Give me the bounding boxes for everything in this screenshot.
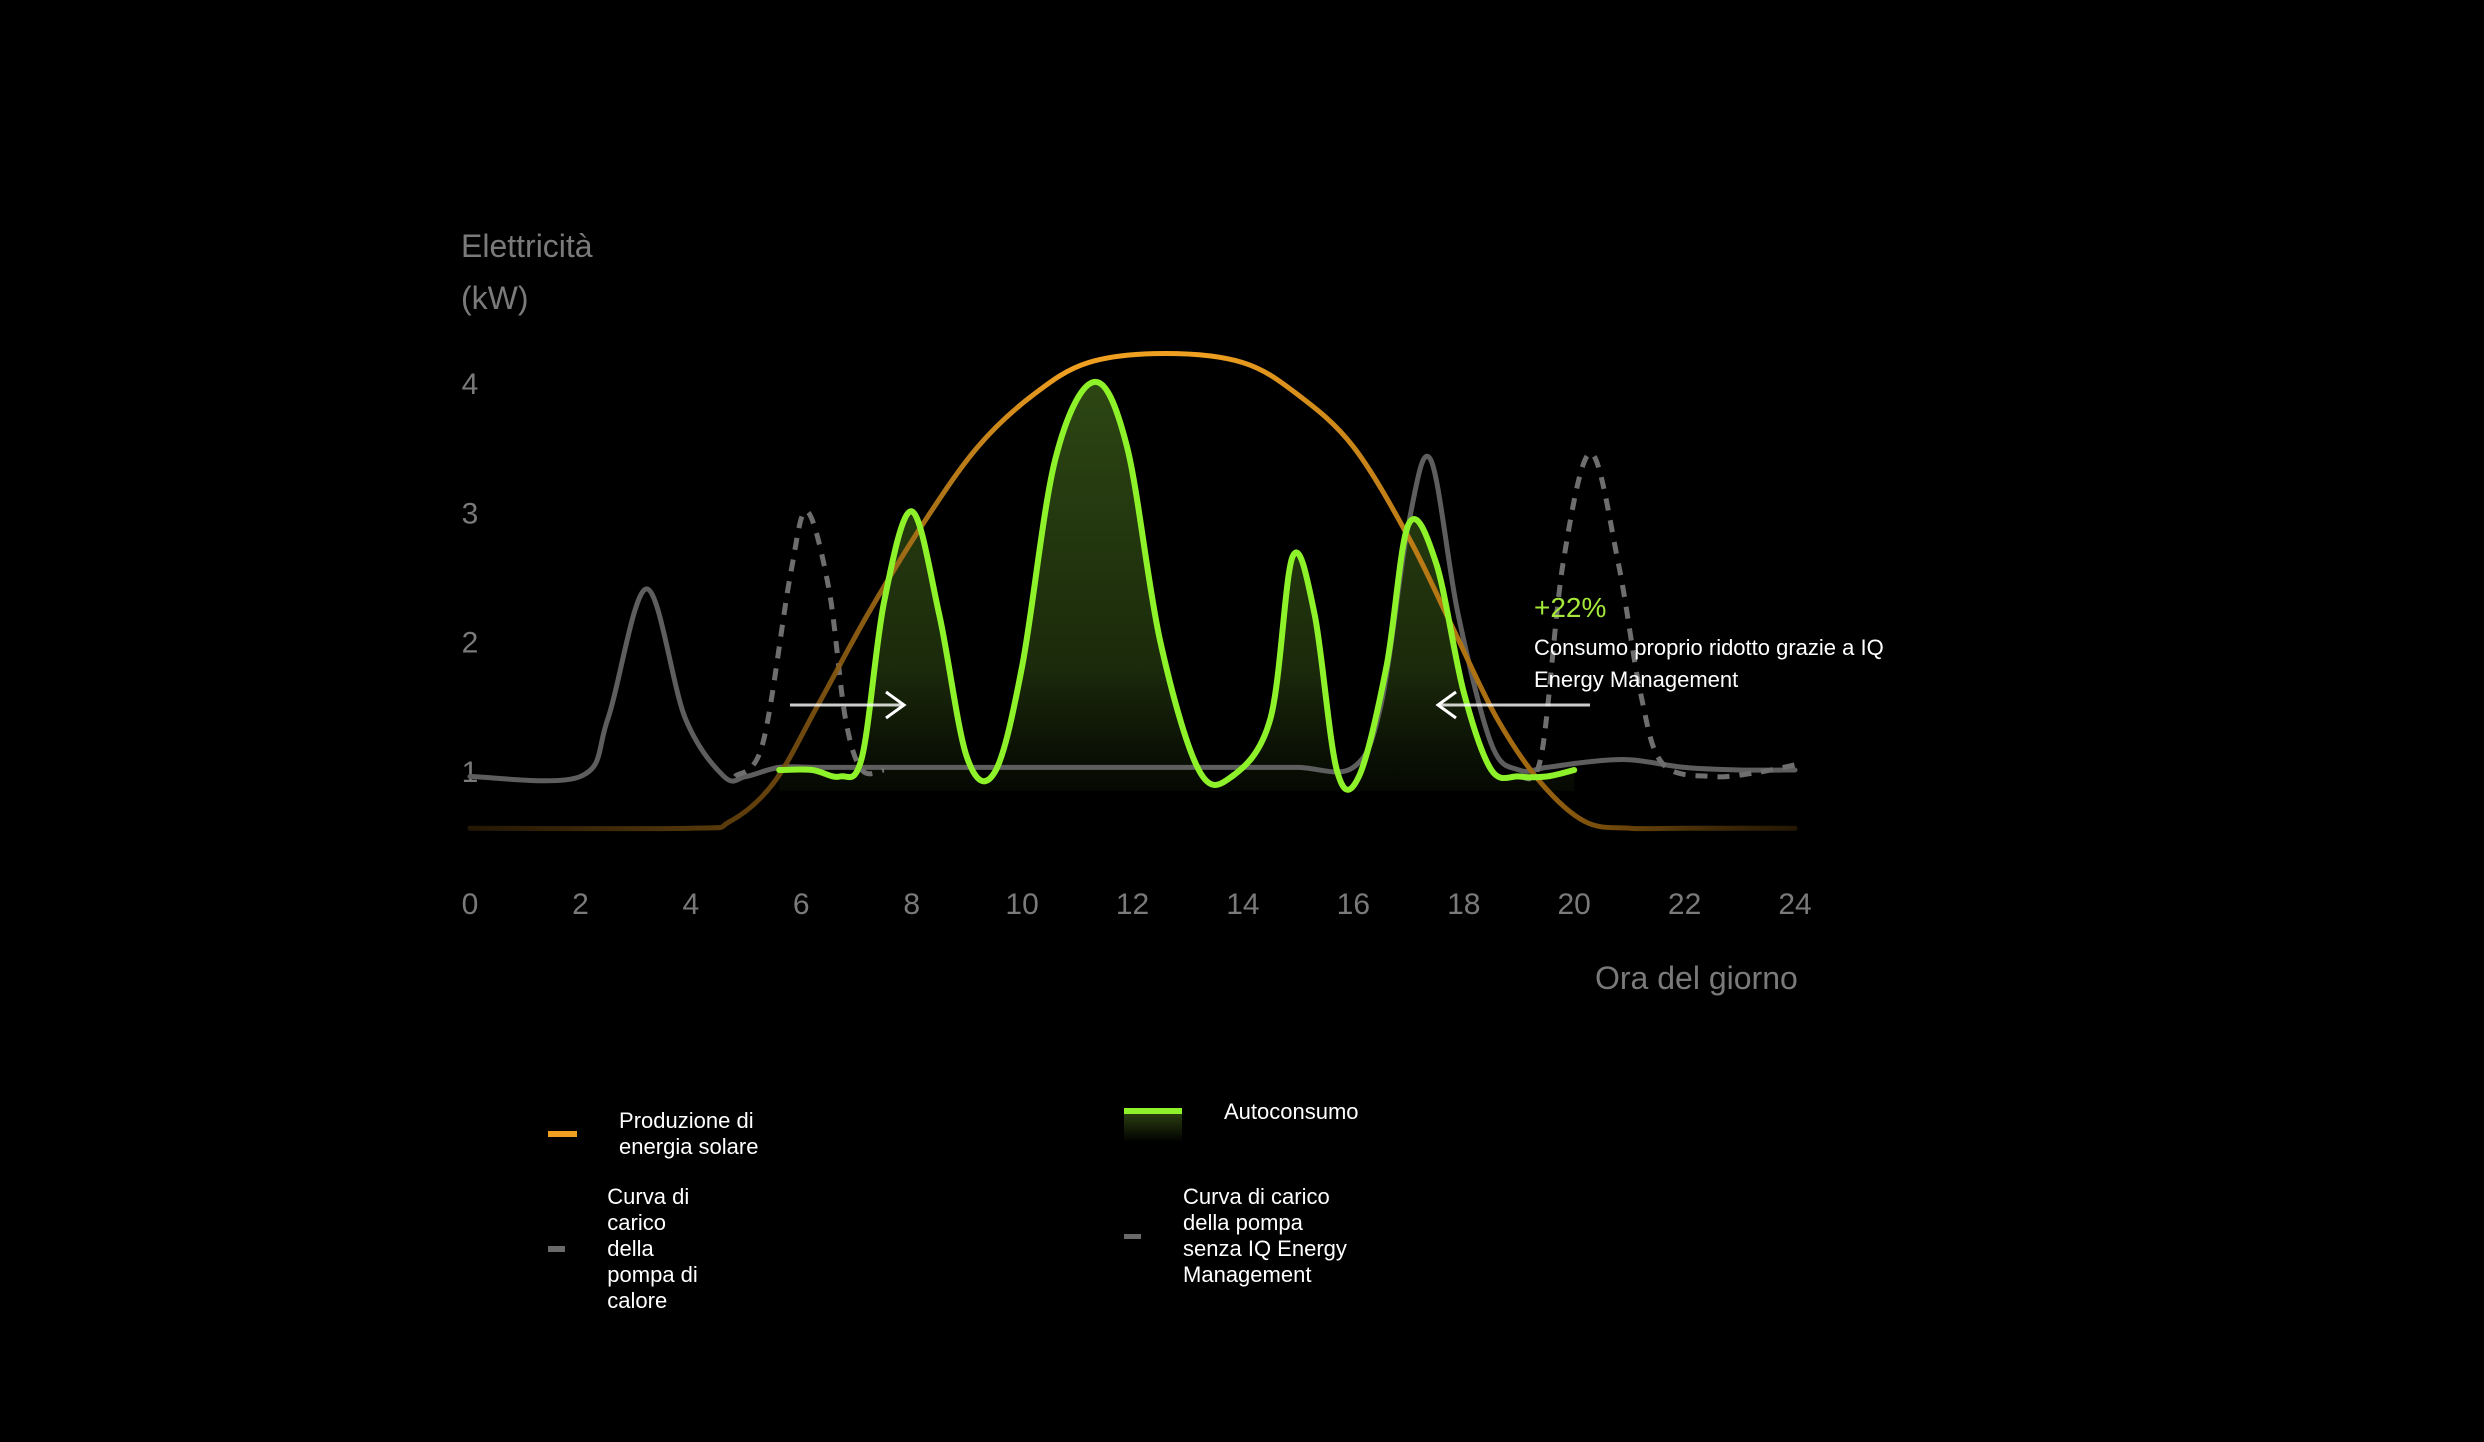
x-tick-2: 2 bbox=[572, 888, 589, 921]
legend-item-heat-pump-dashed: Curva di carico della pompa senza IQ Ene… bbox=[1124, 1184, 1352, 1288]
annotation-text: Consumo proprio ridotto grazie a IQ Ener… bbox=[1534, 635, 1884, 692]
x-axis-ticks: 0 2 4 6 8 10 12 14 16 18 20 22 24 bbox=[462, 888, 1812, 921]
series-layer bbox=[467, 350, 1798, 832]
x-tick-18: 18 bbox=[1447, 888, 1480, 921]
series-heat-pump-dashed-line-1 bbox=[733, 508, 885, 779]
y-tick-2: 2 bbox=[462, 627, 479, 660]
arrow-left-head bbox=[1435, 690, 1457, 720]
x-tick-20: 20 bbox=[1557, 888, 1590, 921]
y-axis-label-line1: Elettricità bbox=[461, 228, 593, 264]
x-tick-14: 14 bbox=[1226, 888, 1259, 921]
y-tick-4: 4 bbox=[462, 368, 479, 401]
y-axis-label-line2: (kW) bbox=[461, 280, 529, 316]
legend-label-autoconsumo: Autoconsumo bbox=[1224, 1099, 1359, 1124]
x-tick-24: 24 bbox=[1778, 888, 1811, 921]
legend-item-heat-pump: Curva di carico della pompa di calore bbox=[548, 1184, 715, 1314]
x-tick-4: 4 bbox=[682, 888, 699, 921]
legend-swatch-heat-pump bbox=[548, 1246, 566, 1252]
legend-label-heat-pump-dashed: Curva di carico della pompa senza IQ Ene… bbox=[1183, 1184, 1347, 1287]
y-tick-1: 1 bbox=[462, 756, 479, 789]
legend-item-autoconsumo: Autoconsumo bbox=[1124, 1082, 1359, 1142]
legend-swatch-autoconsumo bbox=[1124, 1108, 1182, 1142]
legend-item-solar: Produzione di energia solare bbox=[548, 1108, 759, 1160]
x-tick-8: 8 bbox=[903, 888, 920, 921]
y-axis-label: Elettricità (kW) bbox=[461, 220, 593, 324]
x-tick-0: 0 bbox=[462, 888, 479, 921]
series-heat-pump-dashed-line-2 bbox=[1517, 450, 1796, 782]
legend-label-solar: Produzione di energia solare bbox=[619, 1108, 759, 1159]
arrow-right-head bbox=[885, 690, 907, 720]
legend-swatch-heat-pump-dashed bbox=[1124, 1233, 1142, 1239]
x-axis-label: Ora del giorno bbox=[1595, 960, 1798, 996]
y-tick-3: 3 bbox=[462, 497, 479, 530]
series-autoconsumo-line bbox=[776, 378, 1578, 793]
x-tick-22: 22 bbox=[1668, 888, 1701, 921]
legend-label-heat-pump: Curva di carico della pompa di calore bbox=[607, 1184, 698, 1313]
legend-swatch-solar bbox=[548, 1131, 578, 1137]
x-tick-16: 16 bbox=[1337, 888, 1370, 921]
y-axis-ticks: 1 2 3 4 bbox=[462, 368, 479, 789]
x-tick-10: 10 bbox=[1005, 888, 1038, 921]
annotation-percentage: +22% bbox=[1534, 592, 1607, 623]
shift-arrows bbox=[790, 690, 1590, 720]
x-tick-12: 12 bbox=[1116, 888, 1149, 921]
x-tick-6: 6 bbox=[793, 888, 810, 921]
